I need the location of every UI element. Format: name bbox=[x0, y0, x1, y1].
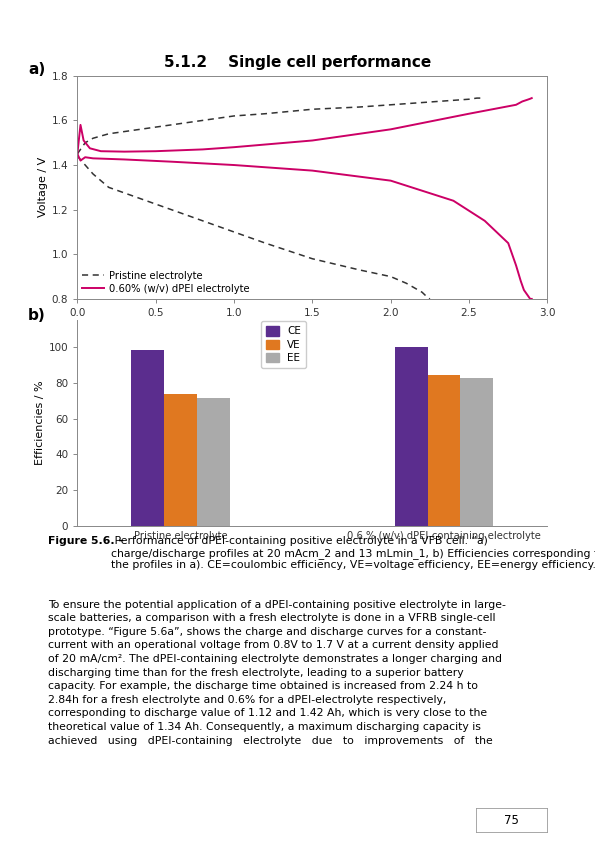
Bar bbox=[197, 398, 230, 526]
X-axis label: Time / h: Time / h bbox=[290, 322, 335, 332]
Text: b): b) bbox=[28, 307, 46, 322]
Legend: CE, VE, EE: CE, VE, EE bbox=[261, 321, 306, 369]
Text: To ensure the potential application of a dPEI-containing positive electrolyte in: To ensure the potential application of a… bbox=[48, 600, 506, 745]
Text: Performance of dPEI-containing positive electrolyte in a VFB cell. “a)
charge/di: Performance of dPEI-containing positive … bbox=[111, 536, 595, 571]
Bar bbox=[131, 349, 164, 526]
Bar bbox=[164, 393, 197, 526]
Text: a): a) bbox=[28, 62, 45, 77]
Bar bbox=[428, 375, 461, 526]
Legend: Pristine electrolyte, 0.60% (w/v) dPEI electrolyte: Pristine electrolyte, 0.60% (w/v) dPEI e… bbox=[82, 271, 250, 294]
Y-axis label: Efficiencies / %: Efficiencies / % bbox=[35, 381, 45, 466]
Bar bbox=[394, 347, 428, 526]
Text: 5.1.2    Single cell performance: 5.1.2 Single cell performance bbox=[164, 55, 431, 70]
Text: Figure 5.6. –: Figure 5.6. – bbox=[48, 536, 124, 546]
Text: 75: 75 bbox=[505, 813, 519, 827]
Bar bbox=[461, 378, 493, 526]
Y-axis label: Voltage / V: Voltage / V bbox=[37, 157, 48, 217]
